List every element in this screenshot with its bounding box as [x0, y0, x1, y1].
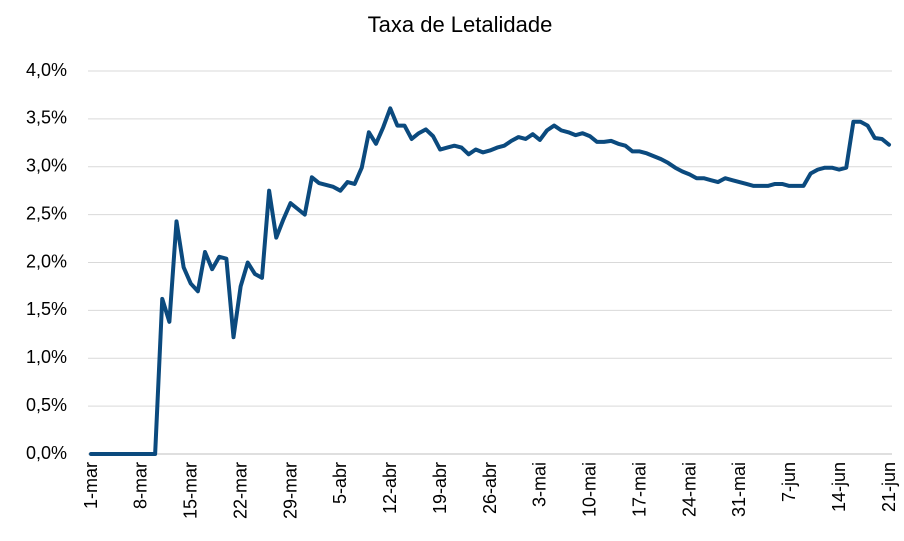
x-tick-label: 31-mai: [729, 462, 749, 517]
y-tick-label: 2,5%: [26, 203, 67, 223]
x-tick-label: 24-mai: [679, 462, 699, 517]
x-tick-label: 21-jun: [879, 462, 899, 512]
chart-title: Taxa de Letalidade: [368, 12, 553, 37]
y-tick-label: 1,5%: [26, 299, 67, 319]
y-tick-label: 0,0%: [26, 443, 67, 463]
y-tick-label: 3,0%: [26, 156, 67, 176]
x-tick-label: 8-mar: [131, 462, 151, 509]
x-tick-label: 5-abr: [330, 462, 350, 504]
x-tick-label: 14-jun: [829, 462, 849, 512]
y-tick-label: 3,5%: [26, 108, 67, 128]
y-tick-label: 1,0%: [26, 347, 67, 367]
x-tick-label: 3-mai: [530, 462, 550, 507]
x-tick-label: 1-mar: [81, 462, 101, 509]
x-tick-label: 17-mai: [629, 462, 649, 517]
x-tick-label: 7-jun: [779, 462, 799, 502]
x-tick-label: 26-abr: [480, 462, 500, 514]
x-tick-label: 10-mai: [580, 462, 600, 517]
y-tick-label: 4,0%: [26, 60, 67, 80]
x-tick-label: 15-mar: [181, 462, 201, 519]
data-line: [89, 106, 891, 456]
y-tick-label: 0,5%: [26, 395, 67, 415]
x-tick-label: 22-mar: [230, 462, 250, 519]
x-tick-label: 29-mar: [280, 462, 300, 519]
x-tick-label: 12-abr: [380, 462, 400, 514]
x-tick-label: 19-abr: [430, 462, 450, 514]
y-tick-label: 2,0%: [26, 251, 67, 271]
